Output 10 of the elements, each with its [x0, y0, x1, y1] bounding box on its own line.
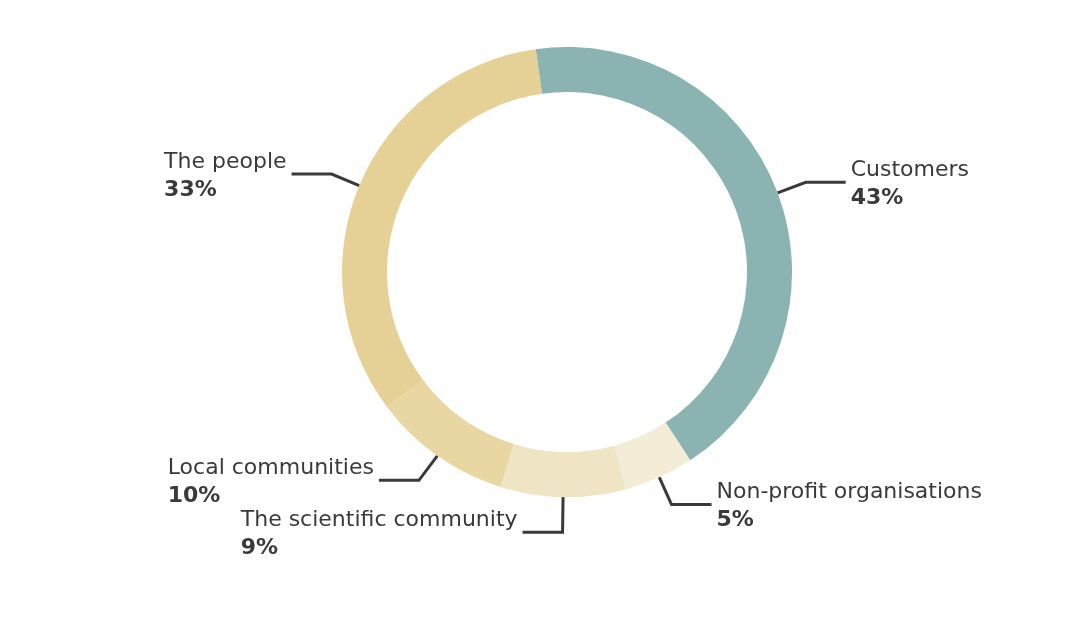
slice-label: Customers	[850, 155, 970, 181]
data-label: 5%	[716, 506, 754, 532]
slice-label: The scientific community	[239, 505, 518, 531]
data-label: 9%	[240, 533, 279, 559]
slice-label: Local communities	[167, 453, 374, 479]
slice-label: Non-profit organisations	[716, 478, 982, 504]
data-label: 43%	[850, 183, 904, 209]
data-label: 10%	[167, 481, 221, 507]
data-label: 33%	[164, 175, 217, 201]
slice-label: The people	[163, 147, 287, 173]
